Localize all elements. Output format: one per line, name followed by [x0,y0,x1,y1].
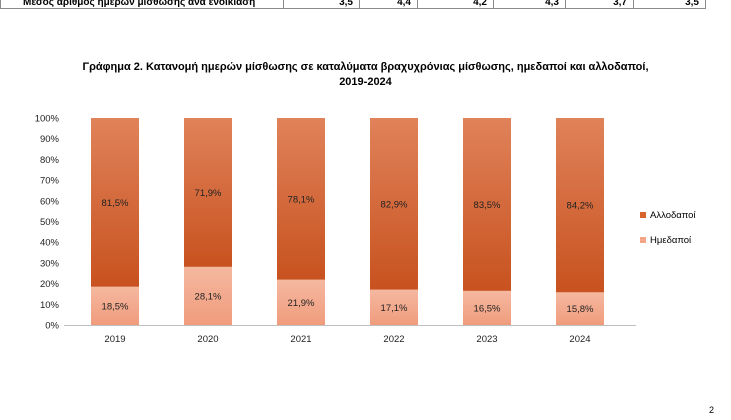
data-label-domestic: 15,8% [567,304,594,315]
bar-foreign [556,118,604,293]
data-label-foreign: 83,5% [474,200,501,211]
summary-value: 4,2 [417,0,493,8]
summary-value: 4,3 [493,0,565,8]
data-label-foreign: 81,5% [102,198,129,209]
chart-legend: Αλλοδαποί Ημεδαποί [640,209,696,259]
x-tick-label: 2022 [383,334,404,345]
summary-value: 3,5 [283,0,359,8]
data-label-domestic: 21,9% [288,298,315,309]
y-tick-label: 40% [40,238,60,249]
bar-foreign [370,118,418,290]
data-label-domestic: 28,1% [195,291,222,302]
summary-label: Μέσος αριθμός ημερών μίσθωσης ανά ενοικί… [23,0,256,8]
data-label-foreign: 71,9% [195,188,222,199]
chart-title-line2: 2019-2024 [339,76,392,88]
summary-value: 3,5 [633,0,705,8]
summary-table-row: Μέσος αριθμός ημερών μίσθωσης ανά ενοικί… [0,0,706,9]
chart-title-line1: Γράφημα 2. Κατανομή ημερών μίσθωσης σε κ… [82,61,649,73]
y-tick-label: 90% [40,134,60,145]
summary-value: 3,7 [565,0,633,8]
legend-item-domestic: Ημεδαποί [640,234,696,246]
legend-swatch-domestic [640,237,646,243]
bar-domestic [277,279,325,325]
x-tick-label: 2021 [290,334,311,345]
y-tick-label: 80% [40,155,60,166]
bar-foreign [277,118,325,280]
x-tick-label: 2023 [476,334,497,345]
data-label-foreign: 78,1% [288,194,315,205]
bar-domestic [556,292,604,325]
chart-title: Γράφημα 2. Κατανομή ημερών μίσθωσης σε κ… [0,60,731,90]
data-label-foreign: 82,9% [381,199,408,210]
legend-label-domestic: Ημεδαποί [650,234,692,246]
bar-domestic [370,289,418,325]
y-tick-label: 30% [40,258,60,269]
page-number: 2 [709,405,715,415]
x-tick-label: 2024 [569,334,590,345]
y-tick-label: 0% [45,321,59,332]
bar-domestic [184,266,232,325]
x-tick-label: 2019 [104,334,125,345]
data-label-foreign: 84,2% [567,201,594,212]
data-label-domestic: 17,1% [381,303,408,314]
legend-label-foreign: Αλλοδαποί [650,209,696,221]
y-tick-label: 60% [40,196,60,207]
legend-item-foreign: Αλλοδαποί [640,209,696,221]
bar-foreign [184,118,232,267]
bar-foreign [463,118,511,291]
summary-value: 4,4 [359,0,417,8]
y-tick-label: 50% [40,217,60,228]
x-tick-label: 2020 [197,334,218,345]
y-tick-label: 100% [35,114,60,125]
y-tick-label: 70% [40,176,60,187]
legend-swatch-foreign [640,212,646,218]
data-label-domestic: 18,5% [102,301,129,312]
y-tick-label: 20% [40,279,60,290]
bar-domestic [91,286,139,325]
bar-foreign [91,118,139,287]
bar-domestic [463,290,511,325]
y-tick-label: 10% [40,300,60,311]
data-label-domestic: 16,5% [474,303,501,314]
